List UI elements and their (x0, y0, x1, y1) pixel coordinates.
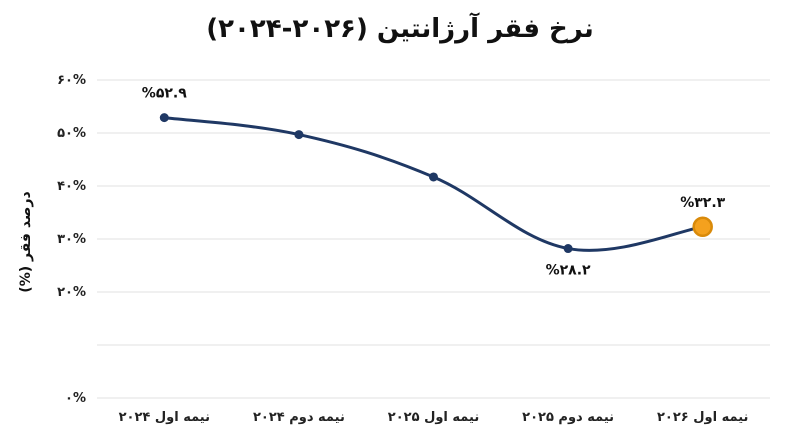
series-layer (159, 113, 713, 254)
x-tick-label: نیمه اول ۲۰۲۶ (657, 410, 748, 425)
y-axis-label: درصد فقر (%) (18, 191, 34, 292)
data-label: %۵۲.۹ (142, 86, 187, 102)
y-tick-label: ۰% (65, 391, 86, 406)
grid-layer (97, 79, 770, 399)
y-tick-label: ۴۰% (57, 179, 86, 194)
series-line (162, 116, 705, 252)
y-tick-label: ۲۰% (57, 285, 86, 300)
data-point (159, 113, 169, 123)
data-label: %۲۸.۲ (546, 263, 591, 279)
chart-title: نرخ فقر آرژانتین (۲۰۲۶-۲۰۲۴) (206, 14, 594, 44)
x-tick-label: نیمه دوم ۲۰۲۴ (253, 410, 345, 425)
data-label-layer: %۵۲.۹ %۲۸.۲ %۳۲.۳ (142, 86, 726, 279)
x-tick-label: نیمه دوم ۲۰۲۵ (522, 410, 614, 425)
y-tick-label: ۶۰% (57, 73, 86, 88)
y-tick-label: ۳۰% (57, 232, 86, 247)
y-tick-label: ۵۰% (57, 126, 86, 141)
x-axis-ticks: نیمه اول ۲۰۲۴ نیمه دوم ۲۰۲۴ نیمه اول ۲۰۲۵ ن… (119, 410, 749, 425)
highlight-point (692, 216, 713, 238)
data-point (563, 244, 573, 254)
data-label: %۳۲.۳ (680, 195, 725, 211)
data-point (429, 172, 438, 182)
y-axis-ticks: ۰% ۲۰% ۳۰% ۴۰% ۵۰% ۶۰% (57, 73, 86, 406)
x-tick-label: نیمه اول ۲۰۲۴ (119, 410, 210, 425)
x-tick-label: نیمه اول ۲۰۲۵ (388, 410, 479, 425)
data-point (294, 130, 304, 140)
